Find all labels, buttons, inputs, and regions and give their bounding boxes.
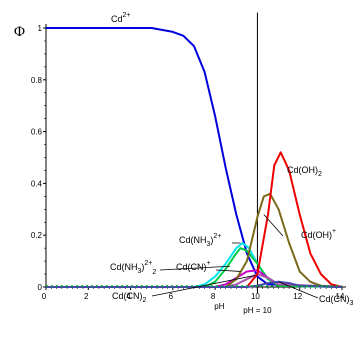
y-tick-label: 0 [38,283,43,292]
label-cdcn3: Cd(CN)3 [319,294,354,307]
label-cdcn3-sub: 3 [350,300,354,307]
leader-line [159,265,230,271]
x-tick-label: 12 [293,292,302,301]
series-layer [46,27,343,288]
label-cdnh3-2-text: Cd(NH [110,262,138,272]
label-cd2plus-text: Cd [111,14,123,24]
series-cdcn3 [46,280,343,288]
label-cdnh3: Cd(NH3)2+ [179,233,221,248]
label-cdoh-plus-text: Cd(OH) [301,230,332,240]
label-cdcn2-text: Cd(CN) [112,291,143,301]
leader-line [215,269,241,272]
x-tick-label: 0 [42,292,47,301]
label-cdcn-plus-sup: + [207,260,211,267]
annotation-layer: Cd2+Cd(OH)2Cd(OH)+Cd(NH3)2+Cd(NH3)2+2Cd(… [110,12,354,307]
label-cd2plus-sup: 2+ [123,12,131,19]
label-cdnh3-text: Cd(NH [179,235,207,245]
x-tick-label: 8 [211,292,216,301]
label-cdnh3-text2: ) [210,235,213,245]
label-cdoh-plus: Cd(OH)+ [301,228,336,240]
x-tick-label: 2 [84,292,89,301]
series-cdoh2 [46,151,343,288]
label-cdnh3-2-sub2: 2 [152,269,156,276]
label-cdoh-plus-sup: + [332,228,336,235]
leader-line [278,281,319,299]
y-axis-label: Φ [14,24,25,40]
label-cdnh3-2-text2: ) [141,262,144,272]
leader-line [151,274,256,297]
ph-marker-label: pH = 10 [243,306,272,315]
label-cdcn-plus-text: Cd(CN) [176,262,207,272]
label-cdoh2-text: Cd(OH) [287,165,318,175]
y-tick-label: 0.8 [31,76,43,85]
x-tick-label: 14 [336,292,345,301]
label-cdnh3-2-sup: 2+ [144,260,152,267]
y-tick-label: 0.6 [31,128,43,137]
label-cdoh2: Cd(OH)2 [287,165,322,178]
label-cdnh3-2-sub: 3 [138,268,142,275]
y-tick-label: 0.4 [31,179,43,188]
label-cd2plus: Cd2+ [111,12,131,24]
x-tick-label: 10 [251,292,260,301]
label-cdnh3-2: Cd(NH3)2+2 [110,260,156,276]
label-cdcn2-sub: 2 [143,297,147,304]
y-tick-label: 1 [38,24,43,33]
series-cdnh3-2 [46,247,343,288]
x-axis-label: pH [214,302,224,311]
leader-line [263,214,284,237]
x-tick-label: 4 [126,292,131,301]
y-tick-label: 0.2 [31,231,43,240]
label-cdnh3-sub: 3 [207,241,211,248]
label-cdcn3-text: Cd(CN) [319,294,350,304]
series-cd2plus [46,27,343,288]
label-cdnh3-sup: 2+ [213,233,221,240]
label-cdoh2-sub: 2 [318,171,322,178]
label-cdcn-plus: Cd(CN)+ [176,260,211,272]
label-cdcn2: Cd(CN)2 [112,291,147,304]
x-tick-label: 6 [169,292,174,301]
